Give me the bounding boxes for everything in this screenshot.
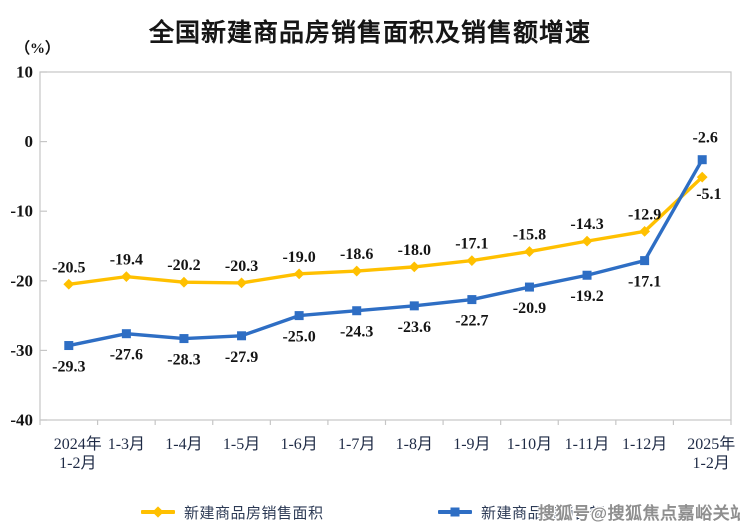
series-marker-diamond-icon	[696, 171, 708, 183]
series-marker-diamond-icon	[408, 261, 420, 273]
data-label: -25.0	[282, 329, 315, 346]
series-marker-square-icon	[179, 334, 189, 344]
series-marker-square-icon	[582, 270, 592, 280]
data-label: -5.1	[696, 186, 721, 203]
data-label: -15.8	[513, 227, 546, 244]
data-label: -14.3	[570, 216, 603, 233]
data-label: -18.6	[340, 246, 373, 263]
series-marker-diamond-icon	[178, 276, 190, 288]
data-label: -22.7	[455, 313, 488, 330]
series-marker-diamond-icon	[639, 225, 651, 237]
data-label: -19.0	[282, 249, 315, 266]
data-label: -12.9	[628, 206, 661, 223]
data-label: -19.2	[570, 288, 603, 305]
series-marker-square-icon	[467, 295, 477, 305]
x-category-label: 1-12月	[622, 436, 667, 453]
y-axis-tick-label: -20	[10, 271, 33, 290]
series-marker-diamond-icon	[466, 255, 478, 267]
series-marker-diamond-icon	[120, 271, 132, 283]
data-label: -20.2	[167, 257, 200, 274]
y-axis-tick-label: -40	[10, 411, 33, 430]
data-label: -18.0	[398, 242, 431, 259]
legend-line-area	[141, 506, 175, 518]
series-line-sales-area	[67, 175, 704, 286]
series-marker-square-icon	[524, 282, 534, 292]
data-label: -24.3	[340, 324, 373, 341]
series-marker-diamond-icon	[581, 235, 593, 247]
x-category-label: 1-11月	[565, 436, 610, 453]
x-category-label: 1-3月	[108, 436, 145, 453]
series-marker-square-icon	[64, 341, 74, 351]
x-category-label: 1-2月	[59, 455, 96, 472]
x-category-label: 1-10月	[507, 436, 552, 453]
series-marker-square-icon	[640, 256, 650, 266]
x-category-label: 1-4月	[165, 436, 202, 453]
data-label: -19.4	[110, 252, 143, 269]
x-category-label: 1-6月	[280, 436, 317, 453]
data-label: -20.9	[513, 300, 546, 317]
series-marker-square-icon	[409, 301, 419, 311]
data-label: -27.9	[225, 349, 258, 366]
series-marker-square-icon	[294, 311, 304, 321]
x-category-label: 1-2月	[693, 455, 730, 472]
data-label: -23.6	[398, 319, 431, 336]
legend-item-sales-area: 新建商品房销售面积	[141, 502, 324, 522]
data-label: -2.6	[693, 130, 718, 147]
legend-item-sales-amount: 新建商品房销售额	[438, 502, 605, 522]
series-marker-diamond-icon	[63, 278, 75, 290]
x-category-label: 2024年	[54, 435, 102, 453]
x-category-label: 1-8月	[396, 436, 433, 453]
watermark-text: 搜狐号@搜狐焦点嘉峪关站	[538, 504, 740, 523]
x-category-label: 1-7月	[338, 436, 375, 453]
x-category-label: 2025年	[687, 435, 735, 453]
data-label: -17.1	[455, 236, 488, 253]
series-marker-square-icon	[352, 306, 362, 316]
line-chart-canvas: 10 0 -10 -20 -30 -40 2024年 1-2月 1-3月 1-4月 1-5月 1-6月…	[10, 63, 735, 473]
series-line-sales-amount	[67, 157, 704, 348]
legend-diamond-icon	[152, 506, 164, 518]
y-axis-tick-label: 10	[16, 63, 33, 82]
series-marker-diamond-icon	[293, 268, 305, 280]
series-marker-diamond-icon	[236, 277, 247, 289]
y-axis-unit-label: （%）	[15, 41, 61, 57]
data-label: -27.6	[110, 347, 143, 364]
legend-label-area: 新建商品房销售面积	[184, 504, 324, 522]
legend-line-amount	[438, 507, 472, 517]
data-label: -20.5	[52, 259, 85, 276]
plot-border	[39, 71, 732, 421]
series-marker-square-icon	[697, 155, 707, 165]
data-label: -17.1	[628, 274, 661, 291]
x-category-label: 1-5月	[223, 436, 260, 453]
y-axis-tick-label: -30	[10, 341, 33, 360]
x-category-label: 1-9月	[453, 436, 490, 453]
series-marker-square-icon	[237, 331, 247, 341]
y-axis-tick-label: -10	[10, 202, 33, 221]
series-marker-diamond-icon	[351, 265, 363, 277]
data-label: -28.3	[167, 352, 200, 369]
y-axis-tick-label: 0	[25, 132, 34, 151]
legend-square-icon	[450, 507, 460, 517]
series-marker-diamond-icon	[524, 246, 535, 257]
data-label: -20.3	[225, 258, 258, 275]
chart-title: 全国新建商品房销售面积及销售额增速	[148, 19, 591, 47]
data-label: -29.3	[52, 359, 85, 376]
series-marker-square-icon	[121, 329, 131, 339]
legend-label-amount: 新建商品房销售额	[481, 504, 606, 522]
